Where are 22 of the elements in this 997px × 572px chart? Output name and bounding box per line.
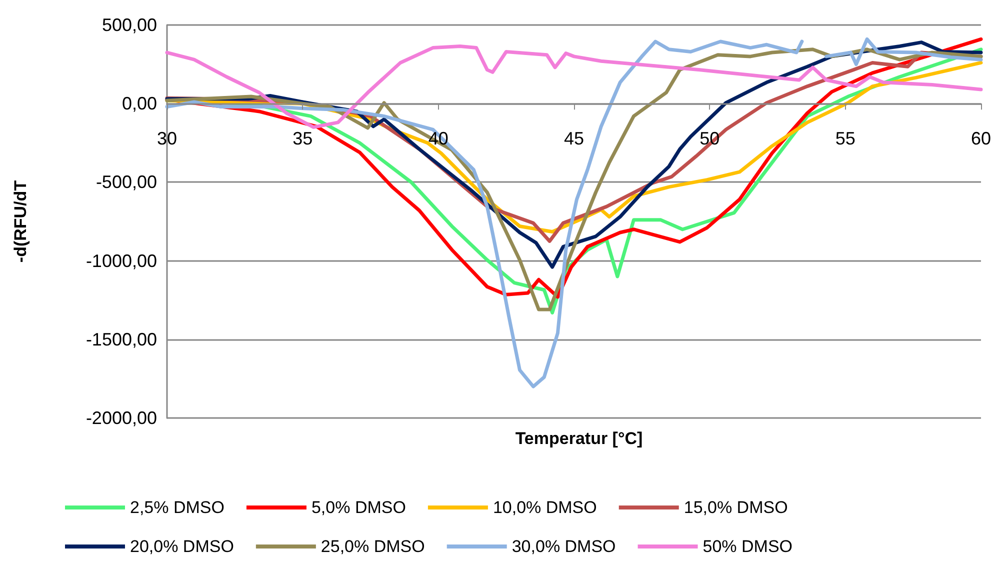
x-axis-title: Temperatur [°C] <box>515 429 643 448</box>
y-tick-label: 500,00 <box>102 15 157 35</box>
line-series <box>165 44 983 129</box>
y-tick-label: -2000,00 <box>86 408 157 428</box>
x-tick-label: 60 <box>970 128 992 149</box>
x-tick-label: 45 <box>564 128 584 149</box>
x-tick-label: 35 <box>292 128 313 149</box>
legend-label: 50% DMSO <box>702 537 793 556</box>
y-tick-label: -1500,00 <box>86 329 157 350</box>
legend-label: 2,5% DMSO <box>130 498 224 517</box>
y-tick-label: 0,00 <box>122 94 157 114</box>
legend-label: 30,0% DMSO <box>512 537 616 556</box>
x-tick-label: 55 <box>835 128 856 149</box>
legend-label: 5,0% DMSO <box>311 498 406 517</box>
y-axis-title: -d(RFU/dT <box>11 180 30 263</box>
legend-label: 10,0% DMSO <box>492 498 597 517</box>
x-tick-label: 30 <box>156 128 178 149</box>
legend-label: 25,0% DMSO <box>320 537 425 556</box>
y-tick-label: -500,00 <box>96 172 157 192</box>
legend-label: 20,0% DMSO <box>130 537 234 556</box>
legend-label: 15,0% DMSO <box>684 498 788 517</box>
y-tick-label: -1000,00 <box>86 250 157 271</box>
